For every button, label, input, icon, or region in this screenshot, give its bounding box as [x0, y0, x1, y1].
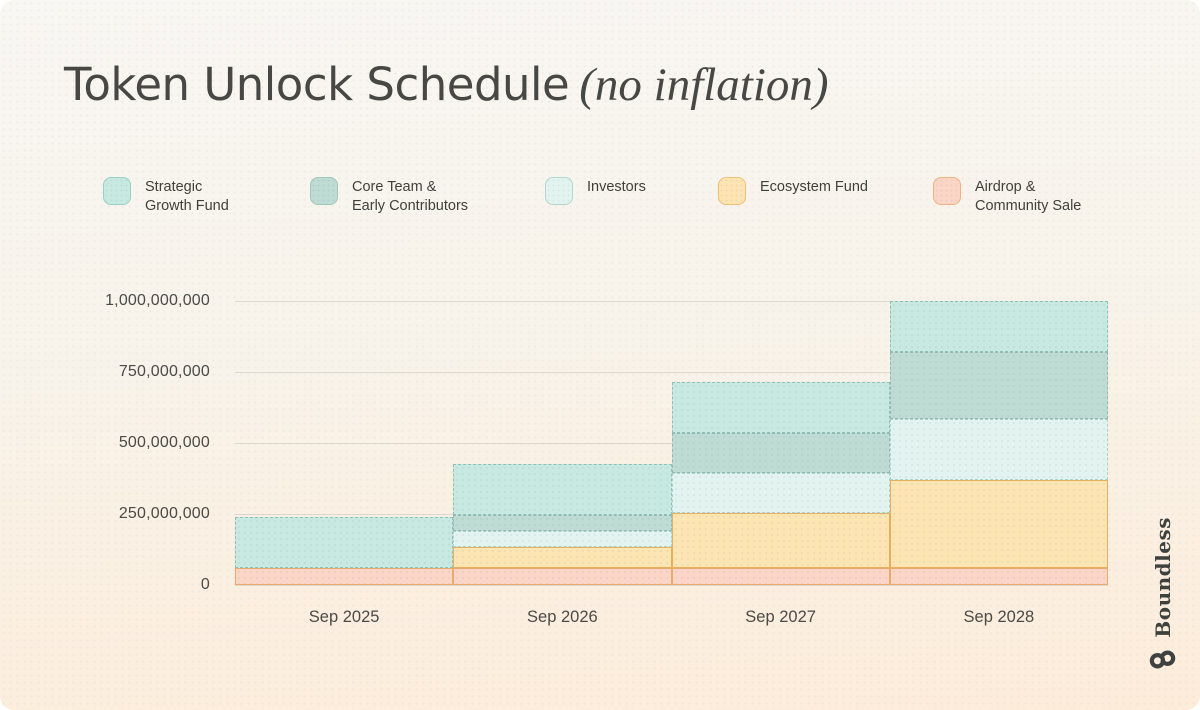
legend-item-ecosystem-fund: Ecosystem Fund	[718, 177, 868, 205]
chart-plot-area	[235, 300, 1108, 586]
chart-block-strategic-growth-fund	[453, 464, 672, 516]
legend-label: Airdrop & Community Sale	[975, 178, 1081, 216]
legend-label: Ecosystem Fund	[760, 178, 868, 197]
chart-block-investors	[671, 472, 890, 513]
gridline	[235, 300, 1108, 302]
legend-swatch-airdrop	[933, 177, 961, 205]
page-title-emphasis: (no inflation)	[579, 59, 829, 111]
gridline	[235, 584, 1108, 586]
legend-item-airdrop: Airdrop & Community Sale	[933, 177, 1081, 216]
chart-block-ecosystem-fund	[453, 546, 672, 568]
page-title-main: Token Unlock Schedule	[64, 58, 570, 111]
x-axis-tick-label: Sep 2025	[308, 608, 380, 626]
legend-label-line: Investors	[587, 179, 646, 195]
chart-block-strategic-growth-fund	[889, 301, 1108, 353]
legend-item-investors: Investors	[545, 177, 646, 205]
gridline	[235, 371, 1108, 373]
chart-block-core-team-early-contributors	[453, 515, 672, 532]
brand-mark: Boundless	[1149, 517, 1176, 672]
legend-label-line: Community Sale	[975, 198, 1082, 214]
y-axis-tick-label: 1,000,000,000	[105, 292, 210, 309]
legend-swatch-ecosystem-fund	[718, 177, 746, 205]
chart-block-investors	[889, 418, 1108, 480]
legend-swatch-strategic-growth-fund	[103, 177, 131, 205]
chart-block-ecosystem-fund	[671, 512, 890, 568]
x-axis-tick-label: Sep 2027	[745, 608, 816, 626]
x-axis-tick-label: Sep 2026	[527, 608, 598, 626]
legend-label-line: Core Team &	[352, 179, 437, 195]
y-axis-tick-label: 750,000,000	[118, 363, 210, 380]
y-axis-tick-label: 0	[200, 576, 210, 593]
legend-label-line: Early Contributors	[352, 198, 469, 214]
chart-block-core-team-early-contributors	[889, 352, 1108, 419]
legend-item-strategic-growth-fund: Strategic Growth Fund	[103, 177, 229, 216]
legend-swatch-investors	[545, 177, 573, 205]
legend-label-line: Strategic	[145, 179, 203, 195]
chart-block-core-team-early-contributors	[671, 433, 890, 473]
brand-name: Boundless	[1150, 517, 1175, 638]
boundless-interlocked-rings-icon	[1149, 650, 1176, 669]
chart-block-airdrop-community-sale	[889, 567, 1108, 585]
legend-label: Core Team & Early Contributors	[352, 178, 468, 216]
chart-block-investors	[453, 531, 672, 547]
legend-label-line: Growth Fund	[145, 198, 229, 214]
y-axis-tick-label: 250,000,000	[118, 505, 210, 522]
chart-block-airdrop-community-sale	[235, 567, 454, 585]
legend-label: Strategic Growth Fund	[145, 178, 229, 216]
legend-label-line: Ecosystem Fund	[760, 179, 868, 195]
legend-swatch-core-team	[310, 177, 338, 205]
chart-block-airdrop-community-sale	[671, 567, 890, 585]
chart-block-airdrop-community-sale	[453, 567, 672, 585]
legend-label: Investors	[587, 178, 646, 197]
page-title: Token Unlock Schedule (no inflation)	[64, 56, 829, 114]
y-axis-tick-label: 500,000,000	[118, 434, 210, 451]
chart-block-strategic-growth-fund	[235, 516, 454, 568]
legend-label-line: Airdrop &	[975, 179, 1036, 195]
chart-block-strategic-growth-fund	[671, 381, 890, 434]
chart-block-ecosystem-fund	[889, 479, 1108, 568]
x-axis-tick-label: Sep 2028	[963, 608, 1035, 626]
legend-item-core-team: Core Team & Early Contributors	[310, 177, 468, 216]
